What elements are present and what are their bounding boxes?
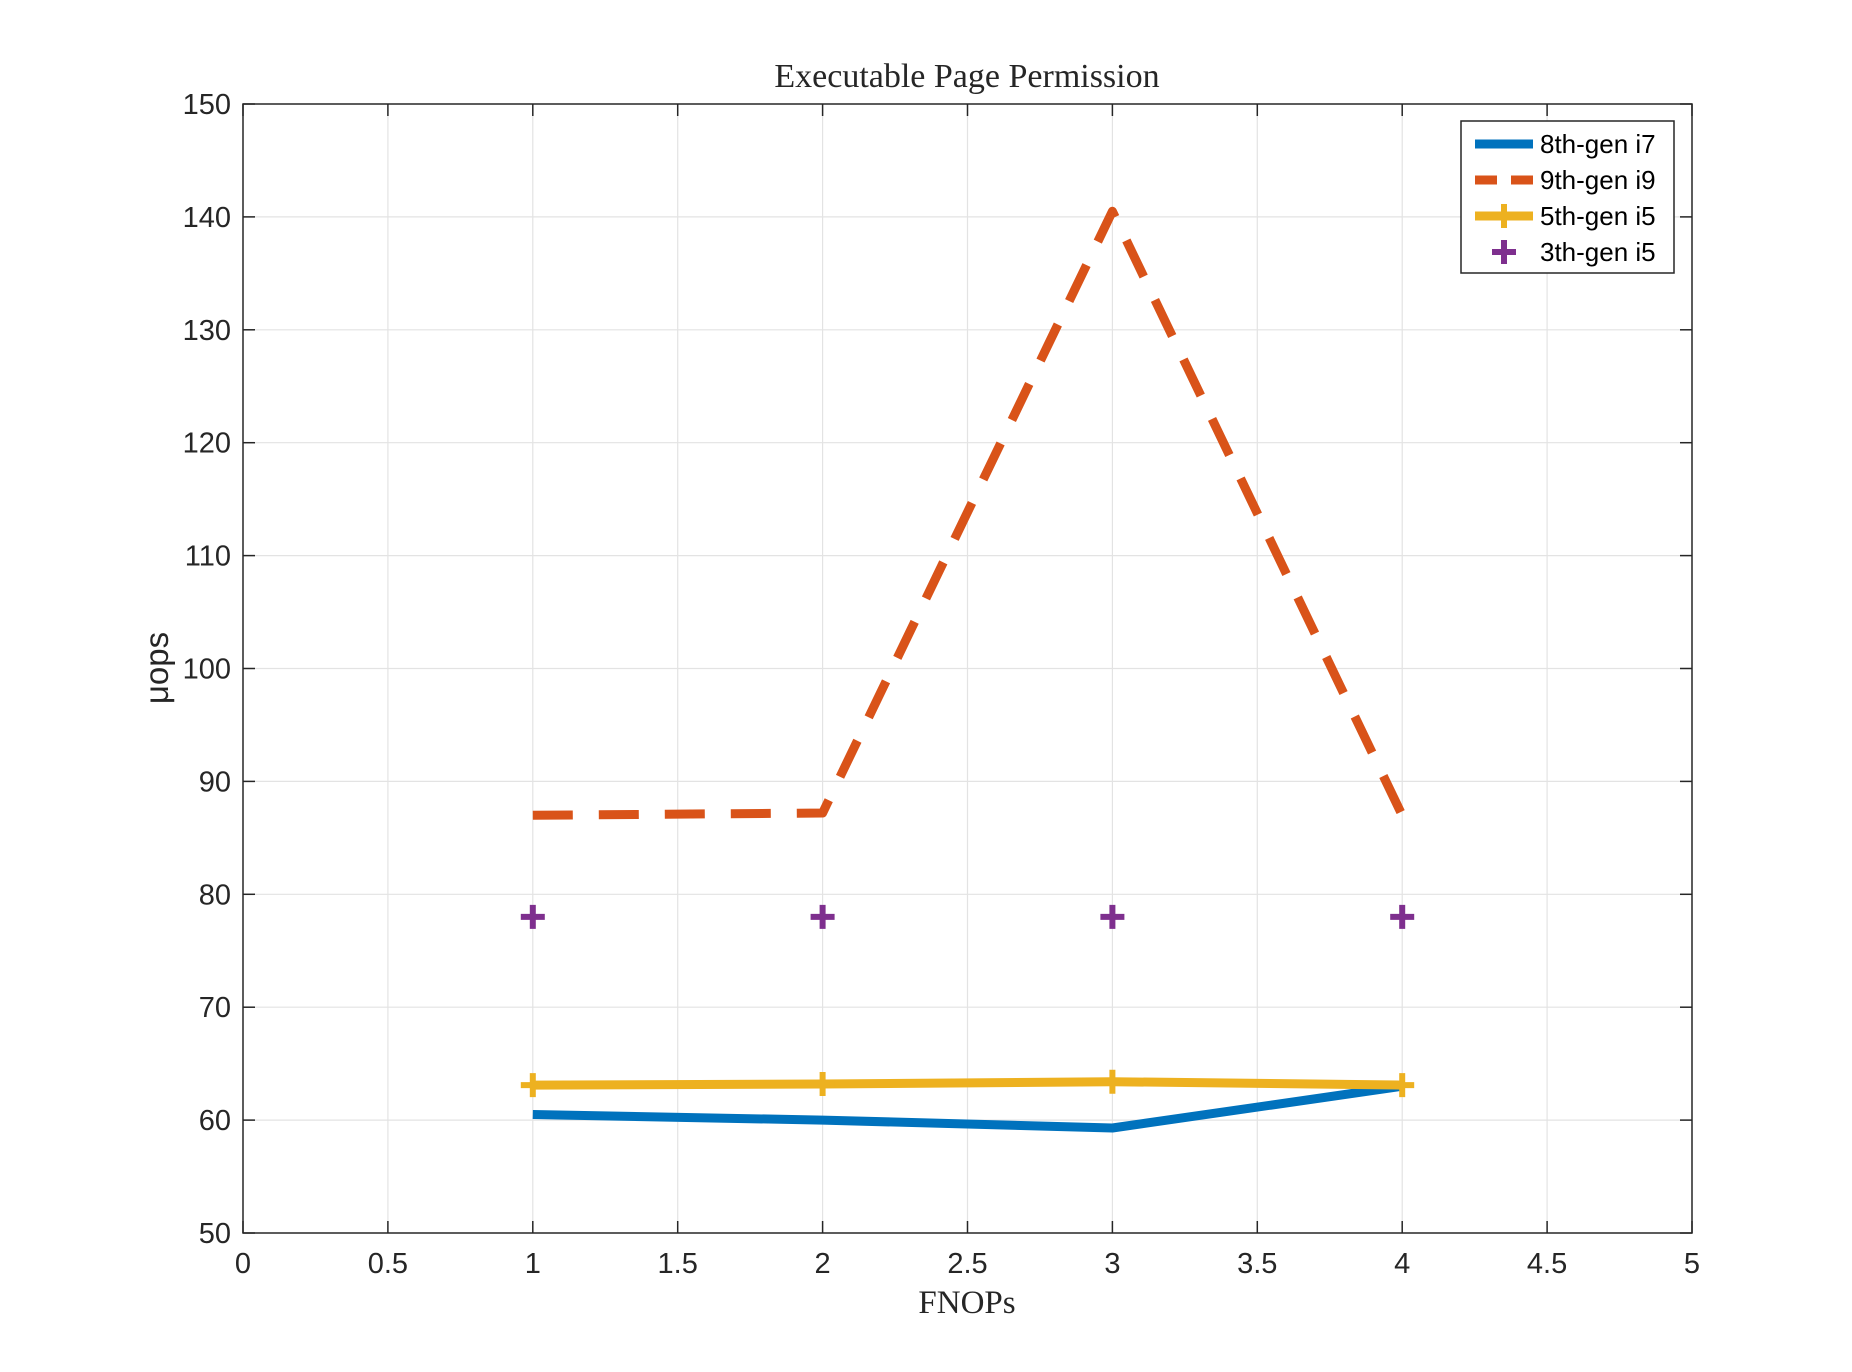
y-axis-label: μops (138, 632, 175, 704)
series-2 (520, 1069, 1415, 1098)
x-tick-label: 3.5 (1237, 1248, 1277, 1280)
y-tick-label: 60 (199, 1105, 231, 1137)
series-layer (520, 206, 1415, 1133)
data-point-marker (1100, 904, 1125, 929)
legend-item: 3th-gen i5 (1492, 237, 1656, 267)
y-tick-label: 100 (183, 654, 231, 686)
series-line (532, 1081, 1403, 1133)
legend-label: 5th-gen i5 (1540, 201, 1656, 231)
y-tick-label: 120 (183, 428, 231, 460)
x-tick-label: 0.5 (368, 1248, 408, 1280)
legend-item: 5th-gen i5 (1475, 201, 1656, 231)
x-tick-label: 2 (815, 1248, 831, 1280)
data-point-marker (810, 904, 835, 929)
legend: 8th-gen i7 9th-gen i9 5th-gen i5 3th-gen i5 (1460, 120, 1675, 274)
legend-label: 8th-gen i7 (1540, 129, 1656, 159)
series-line (532, 1077, 1403, 1090)
x-tick-label: 5 (1684, 1248, 1700, 1280)
y-tick-label: 80 (199, 879, 231, 911)
y-tick-labels: 50 60 70 80 90 100 110 120 130 140 150 (183, 89, 231, 1250)
legend-label: 9th-gen i9 (1540, 165, 1656, 195)
data-point-marker (1100, 1069, 1125, 1094)
axis-ticks (242, 103, 1693, 1234)
x-axis-label: FNOPs (918, 1285, 1015, 1321)
x-tick-label: 3 (1104, 1248, 1120, 1280)
y-tick-label: 130 (183, 315, 231, 347)
legend-swatch-marker (1492, 240, 1516, 264)
x-tick-label: 4.5 (1527, 1248, 1567, 1280)
series-0 (532, 1081, 1403, 1133)
series-1 (532, 206, 1407, 820)
x-tick-label: 0 (235, 1248, 251, 1280)
legend-item: 8th-gen i7 (1475, 129, 1656, 159)
x-tick-label: 2.5 (947, 1248, 987, 1280)
y-tick-label: 150 (183, 89, 231, 121)
legend-item: 9th-gen i9 (1475, 165, 1656, 195)
x-tick-label: 4 (1394, 1248, 1410, 1280)
y-tick-label: 70 (199, 992, 231, 1024)
x-tick-label: 1.5 (658, 1248, 698, 1280)
data-point-marker (520, 904, 545, 929)
series-line (532, 206, 1407, 820)
legend-label: 3th-gen i5 (1540, 237, 1656, 267)
chart-title: Executable Page Permission (774, 58, 1159, 95)
data-point-marker (520, 1073, 545, 1098)
y-tick-label: 110 (185, 541, 231, 573)
series-3 (520, 904, 1415, 929)
data-point-marker (1390, 904, 1415, 929)
legend-swatch-marker (1492, 204, 1516, 228)
x-tick-labels: 0 0.5 1 1.5 2 2.5 3 3.5 4 4.5 5 (235, 1248, 1700, 1280)
x-tick-label: 1 (525, 1248, 541, 1280)
y-tick-label: 90 (199, 766, 231, 798)
y-tick-label: 140 (183, 202, 231, 234)
data-point-marker (1390, 1073, 1415, 1098)
y-tick-label: 50 (199, 1218, 231, 1250)
data-point-marker (810, 1071, 835, 1096)
